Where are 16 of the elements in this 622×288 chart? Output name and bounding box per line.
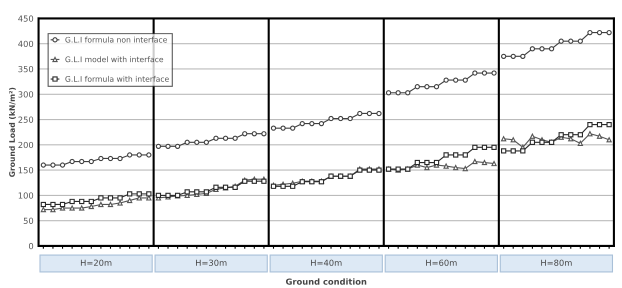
y-tick-label: 150 [18,167,34,174]
y-tick-label: 0 [28,242,34,250]
y-tick-label: 200 [18,142,34,148]
text: H=30m [196,260,226,266]
text: H=40m [311,260,342,266]
y-tick-label: 400 [18,40,34,47]
text: H=60m [426,260,457,266]
y-tick-label: 300 [18,91,34,98]
y-tick-label: 250 [18,116,34,123]
x-axis-title: Ground condition [286,278,366,285]
text: H=80m [541,260,572,266]
y-tick-label: 450 [18,15,34,22]
y-tick-label: 50 [24,218,34,224]
y-tick-label: 100 [18,192,34,199]
text: H=20m [80,260,112,266]
y-tick-label: 350 [18,66,34,72]
